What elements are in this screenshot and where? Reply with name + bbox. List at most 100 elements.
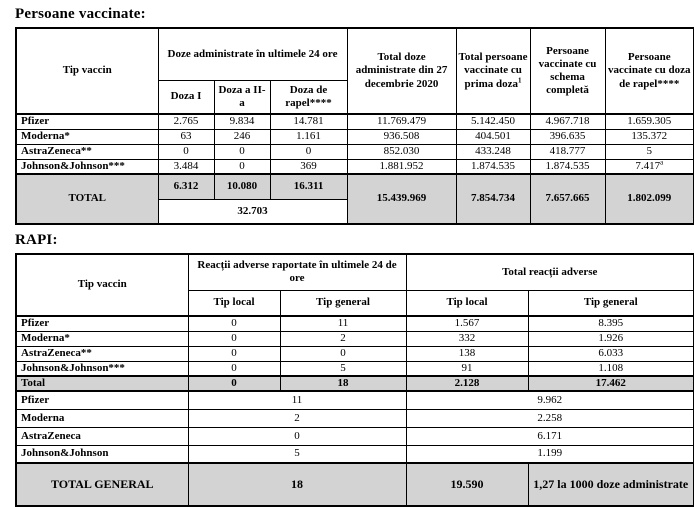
value-cell: 138 bbox=[405, 345, 529, 362]
value-cell: 1.567 bbox=[405, 315, 529, 332]
cumulative-row-pfizer: Pfizer 11 9.962 bbox=[15, 390, 694, 410]
table-row-johnson: Johnson&Johnson*** 0 5 91 1.108 bbox=[15, 360, 694, 377]
col-schema-completa: Persoane vaccinate cu schema completă bbox=[529, 27, 606, 115]
value-cell: 1.874.535 bbox=[455, 158, 531, 175]
col-tip-local-total: Tip local bbox=[405, 289, 529, 317]
vaccinated-table-header: Tip vaccin Doze administrate în ultimele… bbox=[15, 27, 694, 115]
col-reactii-24h: Reacții adverse raportate în ultimele 24… bbox=[187, 253, 407, 291]
value-cell: 0 bbox=[187, 315, 281, 332]
table-row-astrazeneca: AstraZeneca** 0 0 0 852.030 433.248 418.… bbox=[15, 143, 694, 160]
value-cell: 6.033 bbox=[527, 345, 694, 362]
table-row-astrazeneca: AstraZeneca** 0 0 138 6.033 bbox=[15, 345, 694, 362]
value-cell: 0 bbox=[157, 143, 215, 160]
total-24h-sum-cell: 32.703 bbox=[157, 198, 348, 225]
value-cell: 2.258 bbox=[405, 408, 694, 428]
total-general-label-cell: TOTAL GENERAL bbox=[15, 462, 189, 507]
value-cell: 14.781 bbox=[269, 113, 348, 130]
value-cell: 0 bbox=[187, 426, 407, 446]
value-cell: 1.926 bbox=[527, 330, 694, 347]
total-value-cell: 16.311 bbox=[269, 173, 348, 200]
col-tip-general-total: Tip general bbox=[527, 289, 694, 317]
vaccine-label-cell: Moderna* bbox=[15, 128, 159, 145]
value-cell: 0 bbox=[187, 360, 281, 377]
table-row-pfizer: Pfizer 2.765 9.834 14.781 11.769.479 5.1… bbox=[15, 113, 694, 130]
col-doza-rapel: Doza de rapel**** bbox=[269, 79, 348, 115]
value-cell: 0 bbox=[213, 143, 271, 160]
footnote-marker: a bbox=[660, 159, 664, 166]
total-general-total-cell: 19.590 bbox=[405, 462, 529, 507]
col-total-prima-doza: Total persoane vaccinate cu prima doza1 bbox=[455, 27, 531, 115]
total-general-rate-cell: 1,27 la 1000 doze administrate bbox=[527, 462, 694, 507]
value-cell: 5 bbox=[187, 444, 407, 464]
value-cell: 5 bbox=[604, 143, 694, 160]
col-doza-1: Doza I bbox=[157, 79, 215, 115]
value-cell: 2 bbox=[279, 330, 407, 347]
table-row-johnson: Johnson&Johnson*** 3.484 0 369 1.881.952… bbox=[15, 158, 694, 175]
value-cell: 1.881.952 bbox=[346, 158, 457, 175]
value-cell: 11 bbox=[279, 315, 407, 332]
value-cell: 4.967.718 bbox=[529, 113, 606, 130]
value-cell: 332 bbox=[405, 330, 529, 347]
cumulative-row-moderna: Moderna 2 2.258 bbox=[15, 408, 694, 428]
total-value-cell: 0 bbox=[187, 374, 281, 393]
col-total-prima-doza-text: Total persoane vaccinate cu prima doza bbox=[458, 51, 528, 90]
table-row-total: TOTAL 6.312 10.080 16.311 15.439.969 7.8… bbox=[15, 173, 694, 225]
value-cell: 1.199 bbox=[405, 444, 694, 464]
value-cell: 8.395 bbox=[527, 315, 694, 332]
vaccine-label-cell: Pfizer bbox=[15, 390, 189, 410]
value-cell: 0 bbox=[279, 345, 407, 362]
value-cell: 5.142.450 bbox=[455, 113, 531, 130]
value-cell: 0 bbox=[187, 345, 281, 362]
cumulative-row-johnson: Johnson&Johnson 5 1.199 bbox=[15, 444, 694, 464]
total-value-cell: 18 bbox=[279, 374, 407, 393]
value-cell: 433.248 bbox=[455, 143, 531, 160]
value-cell: 404.501 bbox=[455, 128, 531, 145]
value-cell: 2.765 bbox=[157, 113, 215, 130]
footnote-marker: 1 bbox=[518, 75, 522, 84]
table-row-moderna: Moderna* 63 246 1.161 936.508 404.501 39… bbox=[15, 128, 694, 145]
value-cell: 63 bbox=[157, 128, 215, 145]
table-row-total-general: TOTAL GENERAL 18 19.590 1,27 la 1000 doz… bbox=[15, 462, 694, 507]
col-persoane-rapel: Persoane vaccinate cu doza de rapel**** bbox=[604, 27, 694, 115]
vaccine-label-cell: Johnson&Johnson*** bbox=[15, 360, 189, 377]
persoane-vaccinate-table: Tip vaccin Doze administrate în ultimele… bbox=[15, 27, 694, 225]
value-cell: 0 bbox=[269, 143, 348, 160]
value-cell: 3.484 bbox=[157, 158, 215, 175]
total-value-cell: 15.439.969 bbox=[346, 173, 457, 225]
col-total-doze: Total doze administrate din 27 decembrie… bbox=[346, 27, 457, 115]
total-label-cell: Total bbox=[15, 374, 189, 393]
value-cell: 1.161 bbox=[269, 128, 348, 145]
vaccine-label-cell: Pfizer bbox=[15, 315, 189, 332]
vaccine-label-cell: AstraZeneca bbox=[15, 426, 189, 446]
value-cell: 936.508 bbox=[346, 128, 457, 145]
value-cell: 0 bbox=[213, 158, 271, 175]
col-tip-general-24h: Tip general bbox=[279, 289, 407, 317]
value-cell: 1.659.305 bbox=[604, 113, 694, 130]
value-cell: 369 bbox=[269, 158, 348, 175]
total-value-cell: 10.080 bbox=[213, 173, 271, 200]
col-tip-local-24h: Tip local bbox=[187, 289, 281, 317]
total-value-cell: 6.312 bbox=[157, 173, 215, 200]
total-label-cell: TOTAL bbox=[15, 173, 159, 225]
rapi-table-header: Tip vaccin Reacții adverse raportate în … bbox=[15, 253, 694, 317]
col-total-reactii: Total reacții adverse bbox=[405, 253, 694, 291]
total-value-cell: 1.802.099 bbox=[604, 173, 694, 225]
value-cell: 5 bbox=[279, 360, 407, 377]
vaccine-label-cell: Johnson&Johnson*** bbox=[15, 158, 159, 175]
total-value-cell: 7.657.665 bbox=[529, 173, 606, 225]
value-cell: 11 bbox=[187, 390, 407, 410]
vaccine-label-cell: Moderna* bbox=[15, 330, 189, 347]
value-cell: 418.777 bbox=[529, 143, 606, 160]
table-row-total-sum: 32.703 bbox=[16, 198, 694, 225]
value-cell: 7.417a bbox=[604, 158, 694, 175]
value-cell: 2 bbox=[187, 408, 407, 428]
table-row-pfizer: Pfizer 0 11 1.567 8.395 bbox=[15, 315, 694, 332]
vaccine-label-cell: Johnson&Johnson bbox=[15, 444, 189, 464]
vaccine-label-cell: AstraZeneca** bbox=[15, 345, 189, 362]
rapi-title: RAPI: bbox=[15, 232, 58, 248]
col-doze-24h: Doze administrate în ultimele 24 ore bbox=[157, 27, 348, 81]
value-cell: 6.171 bbox=[405, 426, 694, 446]
table-row-moderna: Moderna* 0 2 332 1.926 bbox=[15, 330, 694, 347]
col-doza-2: Doza a II-a bbox=[213, 79, 271, 115]
